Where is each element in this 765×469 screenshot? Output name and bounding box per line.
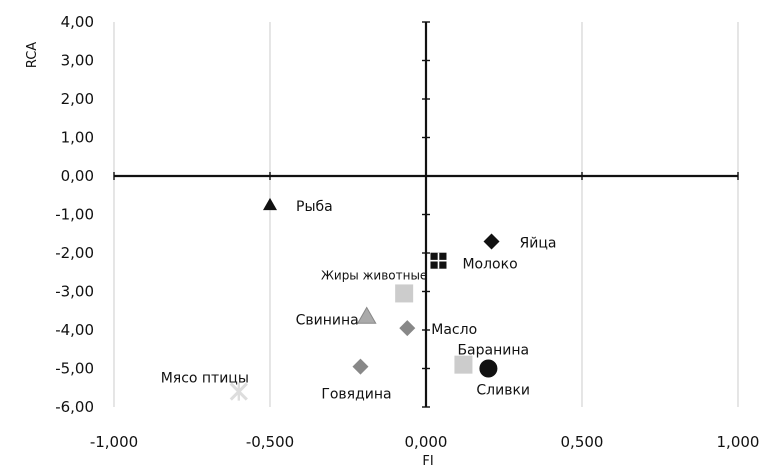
- axes: [113, 21, 739, 408]
- y-tick-label: -6,00: [55, 398, 94, 416]
- y-tick-label: -5,00: [55, 360, 94, 378]
- grid-lines: [113, 22, 739, 407]
- point-label: Сливки: [476, 383, 530, 399]
- triangle-marker: [356, 306, 377, 324]
- x-axis-title: FI: [422, 454, 433, 469]
- point-label: Мясо птицы: [161, 371, 249, 387]
- triangle-marker: [263, 197, 277, 211]
- star-marker: [229, 382, 248, 401]
- y-tick-label: -3,00: [55, 283, 94, 301]
- x-tick-label: 1,000: [717, 433, 760, 451]
- point-label: Масло: [431, 322, 477, 338]
- y-tick-label: 1,00: [61, 129, 94, 147]
- diamond-marker: [483, 233, 500, 250]
- y-axis-title: RCA: [25, 42, 40, 68]
- y-tick-label: 3,00: [61, 52, 94, 70]
- y-tick-label: 0,00: [61, 167, 94, 185]
- diamond-marker: [399, 320, 416, 337]
- cross-square-marker: [430, 252, 447, 269]
- y-tick-label: 4,00: [61, 13, 94, 31]
- x-tick-label: -0,500: [246, 433, 294, 451]
- point-label: Молоко: [462, 257, 517, 273]
- y-tick-label: -1,00: [55, 206, 94, 224]
- x-tick-label: 0,500: [561, 433, 604, 451]
- point-label: Рыба: [296, 199, 333, 215]
- circle-marker: [479, 359, 498, 378]
- x-tick-label: 0,000: [405, 433, 448, 451]
- tick-labels: 4,00 3,00 2,00 1,00 0,00 -1,00 -2,00 -3,00 -4,00…: [55, 13, 759, 451]
- square-marker: [395, 284, 414, 303]
- y-tick-label: -4,00: [55, 321, 94, 339]
- x-tick-label: -1,000: [90, 433, 138, 451]
- point-label: Яйца: [520, 235, 557, 251]
- y-tick-label: 2,00: [61, 90, 94, 108]
- point-label: Свинина: [296, 313, 359, 329]
- point-label: Жиры животные: [321, 268, 427, 282]
- square-marker: [454, 355, 473, 374]
- y-tick-label: -2,00: [55, 244, 94, 262]
- diamond-marker: [352, 358, 369, 375]
- point-label: Говядина: [321, 387, 391, 403]
- data-points: [229, 197, 500, 401]
- point-label: Баранина: [457, 343, 529, 359]
